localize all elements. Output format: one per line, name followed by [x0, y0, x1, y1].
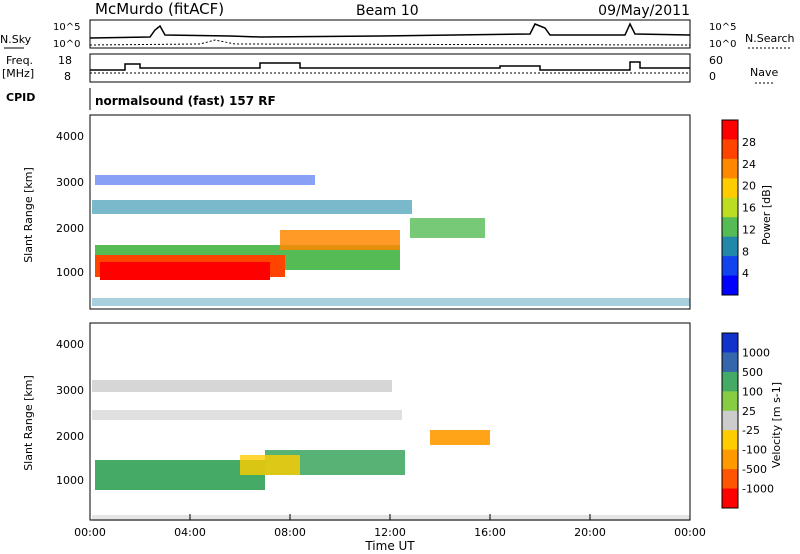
x-tick-label: 16:00: [474, 526, 506, 539]
colorbar-segment: [722, 256, 738, 277]
colorbar-segment: [722, 391, 738, 412]
colorbar-segment: [722, 158, 738, 179]
nsky-tick-bottom: 10^0: [53, 39, 80, 50]
freq-tick-bottom: 8: [64, 70, 71, 83]
freq-label: Freq.: [6, 54, 33, 67]
nsearch-tick-top: 10^5: [709, 22, 736, 33]
velocity-scatter: [92, 380, 690, 521]
velocity-ytick: 2000: [56, 430, 84, 443]
colorbar-segment: [722, 197, 738, 218]
power-ytick: 4000: [56, 130, 84, 143]
x-tick-label: 00:00: [74, 526, 106, 539]
velocity-panel: Slant Range [km] 4000 3000 2000 1000 Vel…: [22, 322, 783, 521]
colorbar-tick-label: 16: [742, 202, 756, 215]
x-tick-label: 12:00: [374, 526, 406, 539]
nsky-label: N.Sky: [0, 33, 32, 46]
x-tick-label: 08:00: [274, 526, 306, 539]
x-axis-label: Time UT: [364, 539, 415, 553]
colorbar-segment: [722, 469, 738, 490]
beam-title: Beam 10: [356, 3, 419, 19]
x-tick-label: 20:00: [574, 526, 606, 539]
velocity-ytick: 3000: [56, 384, 84, 397]
power-colorbar: [721, 119, 739, 296]
colorbar-frame: [721, 119, 739, 296]
power-ytick: 1000: [56, 266, 84, 279]
station-title: McMurdo (fitACF): [95, 0, 224, 18]
colorbar-segment: [722, 275, 738, 296]
power-ytick: 3000: [56, 176, 84, 189]
colorbar-tick-label: 100: [742, 385, 763, 398]
nave-tick-bottom: 0: [709, 70, 716, 83]
cpid-label: CPID: [6, 91, 35, 104]
colorbar-segment: [722, 120, 738, 140]
colorbar-tick-label: 20: [742, 180, 756, 193]
power-ylabel: Slant Range [km]: [22, 167, 35, 263]
nsearch-tick-bottom: 10^0: [709, 39, 736, 50]
velocity-colorbar-ticks: 1000 500 100 25 -25 -100 -500 -1000: [742, 346, 774, 495]
power-panel: Slant Range [km] 4000 3000 2000 1000 Pow…: [22, 114, 773, 310]
colorbar-segment: [722, 449, 738, 470]
power-scatter: [92, 175, 690, 306]
nsearch-label: N.Search: [745, 32, 795, 45]
colorbar-tick-label: 28: [742, 136, 756, 149]
freq-unit-label: [MHz]: [2, 67, 34, 80]
x-axis: 00:00 04:00 08:00 12:00 16:00 20:00 00:00: [74, 514, 706, 539]
x-tick-label: 04:00: [174, 526, 206, 539]
nsky-panel: N.Sky 10^5 10^0 10^5 10^0 N.Search: [0, 19, 795, 50]
colorbar-tick-label: -1000: [742, 483, 774, 496]
colorbar-segment: [722, 333, 738, 353]
velocity-ytick: 4000: [56, 338, 84, 351]
colorbar-tick-label: -25: [742, 424, 760, 437]
velocity-ytick: 1000: [56, 474, 84, 487]
colorbar-segment: [722, 217, 738, 238]
colorbar-tick-label: -500: [742, 463, 767, 476]
colorbar-tick-label: 500: [742, 366, 763, 379]
x-tick-label: 00:00: [674, 526, 706, 539]
cpid-text: normalsound (fast) 157 RF: [95, 94, 276, 108]
velocity-colorbar: [721, 332, 739, 509]
colorbar-tick-label: 4: [742, 267, 749, 280]
colorbar-segment: [722, 430, 738, 451]
velocity-colorbar-label: Velocity [m s-1]: [770, 382, 783, 468]
freq-panel: Freq. [MHz] 18 8 60 0 Nave: [2, 53, 778, 84]
power-ytick: 2000: [56, 222, 84, 235]
colorbar-tick-label: 24: [742, 158, 756, 171]
date-title: 09/May/2011: [598, 3, 690, 19]
colorbar-segment: [722, 139, 738, 160]
colorbar-segment: [722, 410, 738, 431]
colorbar-segment: [722, 488, 738, 509]
colorbar-segment: [722, 178, 738, 199]
colorbar-frame: [721, 332, 739, 509]
nave-label: Nave: [750, 66, 778, 79]
cpid-panel: CPID normalsound (fast) 157 RF: [6, 88, 276, 110]
colorbar-tick-label: 1000: [742, 346, 770, 359]
colorbar-tick-label: 25: [742, 405, 756, 418]
colorbar-tick-label: 12: [742, 223, 756, 236]
colorbar-tick-label: -100: [742, 444, 767, 457]
velocity-ylabel: Slant Range [km]: [22, 375, 35, 471]
power-colorbar-ticks: 28 24 20 16 12 8 4: [742, 136, 756, 280]
colorbar-segment: [722, 352, 738, 373]
colorbar-tick-label: 8: [742, 245, 749, 258]
colorbar-segment: [722, 371, 738, 392]
power-colorbar-label: Power [dB]: [760, 185, 773, 245]
freq-tick-top: 18: [58, 54, 72, 67]
nsky-tick-top: 10^5: [53, 22, 80, 33]
colorbar-segment: [722, 236, 738, 257]
nave-tick-top: 60: [709, 54, 723, 67]
